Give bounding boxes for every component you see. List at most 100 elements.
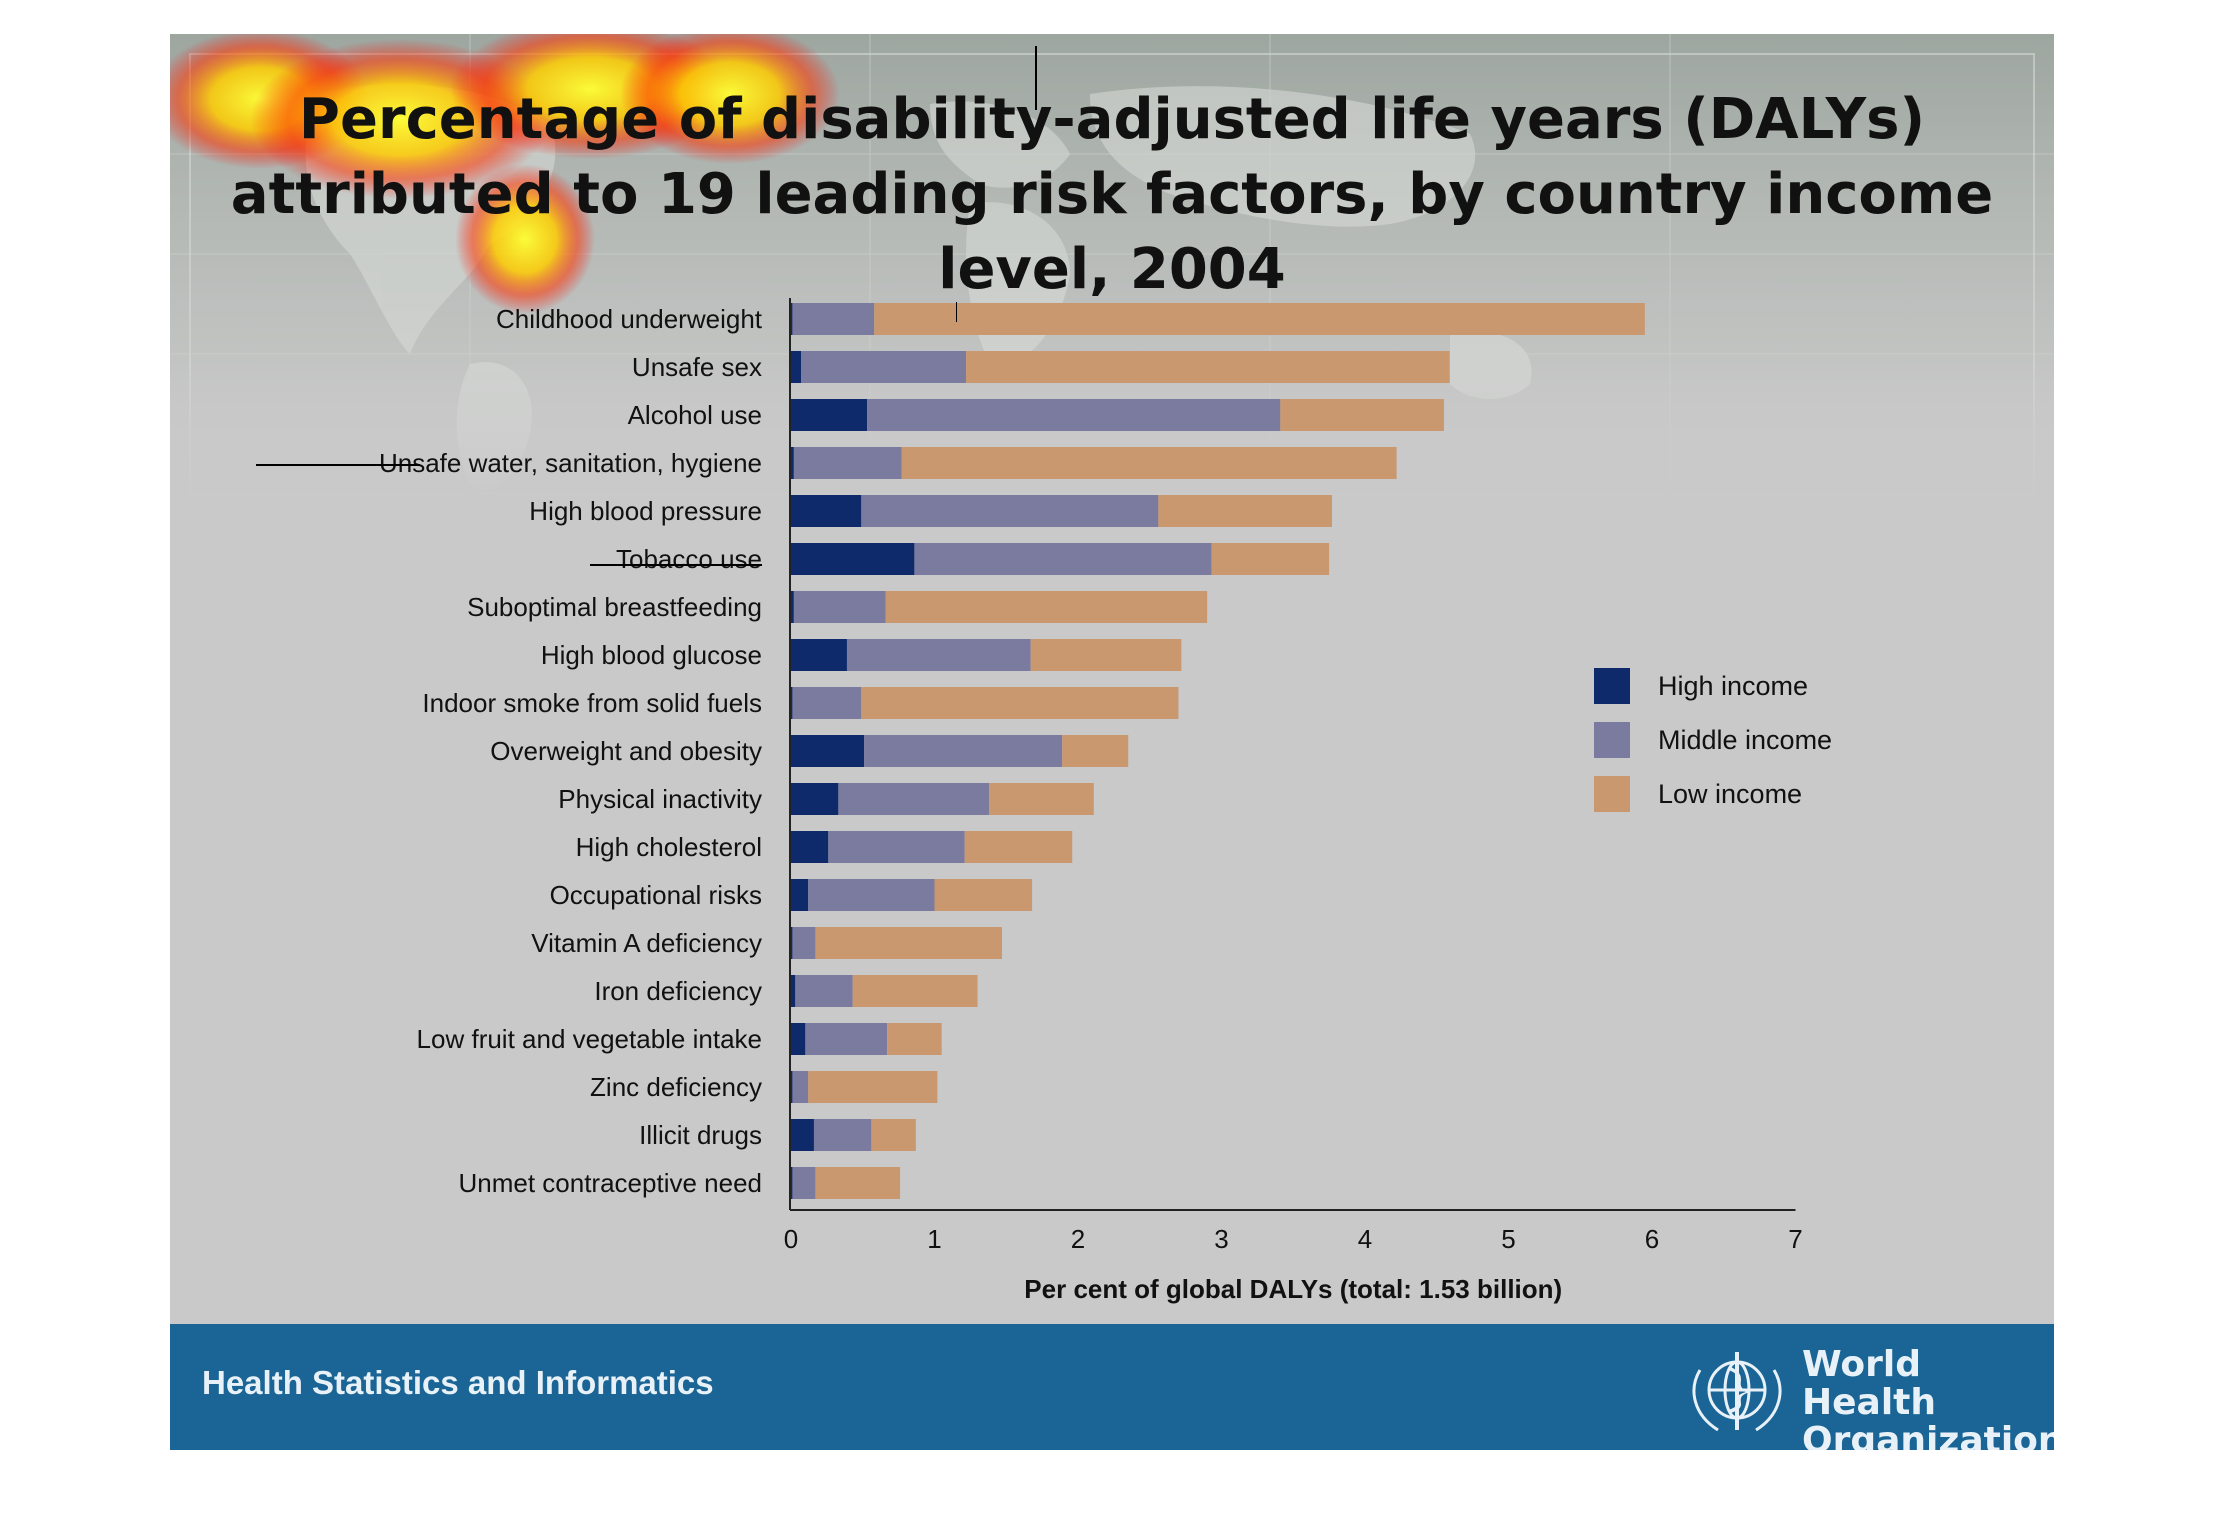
bar-high-income-8: [791, 639, 847, 671]
x-tick-label: 0: [784, 1224, 798, 1254]
slide: Percentage of disability-adjusted life y…: [170, 34, 2054, 1450]
world-map-background: [170, 34, 2054, 1450]
legend-label: Middle income: [1658, 725, 1832, 755]
legend-swatch: [1594, 722, 1630, 758]
bar-low-income-7: [885, 591, 1208, 623]
bar-high-income-10: [791, 735, 865, 767]
bar-middle-income-10: [864, 735, 1063, 767]
bar-low-income-1: [874, 303, 1645, 335]
category-label: Illicit drugs: [639, 1120, 762, 1150]
bar-high-income-18: [791, 1119, 814, 1151]
bar-high-income-13: [791, 879, 809, 911]
bar-low-income-3: [1280, 399, 1444, 431]
bar-high-income-12: [791, 831, 829, 863]
bar-high-income-6: [791, 543, 915, 575]
bar-middle-income-18: [813, 1119, 872, 1151]
footer-bar: Health Statistics and Informatics World …: [170, 1324, 2054, 1450]
bar-low-income-8: [1030, 639, 1182, 671]
x-tick-label: 1: [927, 1224, 941, 1254]
bar-middle-income-11: [838, 783, 990, 815]
category-label: Occupational risks: [550, 880, 762, 910]
bar-middle-income-1: [792, 303, 875, 335]
bar-middle-income-6: [914, 543, 1212, 575]
bar-low-income-19: [815, 1167, 901, 1199]
x-axis-label: Per cent of global DALYs (total: 1.53 bi…: [1024, 1274, 1562, 1304]
bar-middle-income-16: [805, 1023, 888, 1055]
bar-middle-income-3: [867, 399, 1281, 431]
footer-label: Health Statistics and Informatics: [202, 1364, 714, 1401]
annotation-line-tobacco: [590, 564, 762, 566]
bar-low-income-6: [1211, 543, 1330, 575]
bar-low-income-14: [815, 927, 1002, 959]
x-tick-label: 5: [1501, 1224, 1515, 1254]
bar-middle-income-15: [795, 975, 853, 1007]
category-label: High blood glucose: [541, 640, 762, 670]
annotation-line-title-small: [956, 302, 957, 322]
bar-middle-income-12: [828, 831, 965, 863]
bar-middle-income-14: [792, 927, 816, 959]
category-label: Zinc deficiency: [590, 1072, 762, 1102]
stacked-bar-chart: Childhood underweight Unsafe sex Alcohol u…: [379, 298, 1832, 1304]
category-label: High cholesterol: [576, 832, 762, 862]
bar-high-income-17: [791, 1071, 793, 1103]
bar-high-income-19: [791, 1167, 793, 1199]
bar-middle-income-7: [793, 591, 886, 623]
category-label: Iron deficiency: [594, 976, 762, 1006]
bar-low-income-13: [934, 879, 1033, 911]
category-label: High blood pressure: [529, 496, 762, 526]
bar-middle-income-13: [808, 879, 935, 911]
x-tick-label: 7: [1788, 1224, 1802, 1254]
bar-low-income-11: [989, 783, 1094, 815]
bar-middle-income-19: [792, 1167, 816, 1199]
annotation-line-title: [1035, 46, 1037, 110]
chart-title: Percentage of disability-adjusted life y…: [230, 87, 1994, 302]
bar-low-income-18: [871, 1119, 916, 1151]
category-label: Childhood underweight: [496, 304, 763, 334]
bar-middle-income-9: [792, 687, 862, 719]
x-tick-label: 6: [1645, 1224, 1659, 1254]
bar-high-income-16: [791, 1023, 806, 1055]
category-label: Tobacco use: [616, 544, 762, 574]
bar-middle-income-2: [801, 351, 967, 383]
bar-low-income-17: [808, 1071, 938, 1103]
bar-high-income-1: [791, 303, 793, 335]
bar-high-income-7: [791, 591, 794, 623]
bar-low-income-15: [852, 975, 978, 1007]
who-name-line2: Organization: [1802, 1420, 2054, 1451]
legend-swatch: [1594, 776, 1630, 812]
who-name: World Health Organization: [1802, 1344, 2054, 1451]
annotation-line-unsafe-water: [256, 464, 420, 466]
category-label: Low fruit and vegetable intake: [417, 1024, 762, 1054]
category-label: Unmet contraceptive need: [458, 1168, 762, 1198]
gaze-heatmap-overlay: [170, 34, 840, 314]
x-tick-label: 2: [1071, 1224, 1085, 1254]
bar-high-income-14: [791, 927, 793, 959]
x-tick-label: 3: [1214, 1224, 1228, 1254]
bar-middle-income-8: [846, 639, 1031, 671]
bar-low-income-12: [964, 831, 1073, 863]
bar-high-income-9: [791, 687, 793, 719]
bar-high-income-5: [791, 495, 862, 527]
bar-low-income-4: [901, 447, 1397, 479]
category-label: Unsafe water, sanitation, hygiene: [379, 448, 762, 478]
category-label: Indoor smoke from solid fuels: [422, 688, 762, 718]
category-label: Overweight and obesity: [490, 736, 762, 766]
bar-high-income-4: [791, 447, 794, 479]
bar-high-income-15: [791, 975, 796, 1007]
bar-low-income-9: [861, 687, 1179, 719]
who-name-line1: World Health: [1802, 1344, 1937, 1423]
who-emblem-icon: [1692, 1352, 1782, 1432]
legend-swatch: [1594, 668, 1630, 704]
bar-middle-income-5: [861, 495, 1159, 527]
bar-low-income-5: [1158, 495, 1332, 527]
bar-low-income-10: [1062, 735, 1129, 767]
category-label: Alcohol use: [628, 400, 762, 430]
bar-middle-income-17: [792, 1071, 809, 1103]
category-label: Unsafe sex: [632, 352, 762, 382]
bar-high-income-11: [791, 783, 839, 815]
legend-label: High income: [1658, 671, 1808, 701]
category-label: Physical inactivity: [558, 784, 762, 814]
category-label: Vitamin A deficiency: [531, 928, 762, 958]
bar-high-income-2: [791, 351, 802, 383]
bar-high-income-3: [791, 399, 868, 431]
